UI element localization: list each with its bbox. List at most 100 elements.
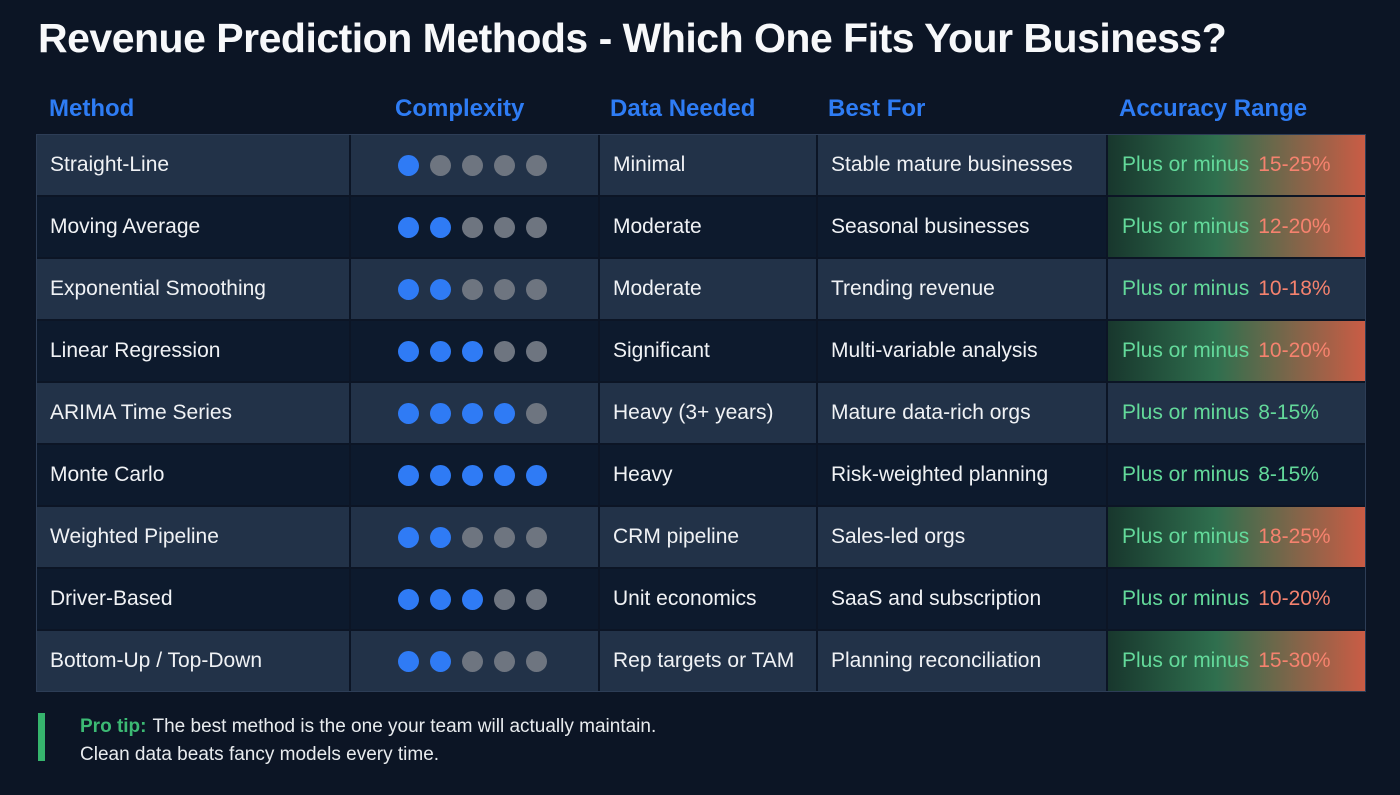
- data-needed-cell: Heavy: [598, 445, 816, 505]
- complexity-dot: [526, 216, 547, 238]
- complexity-dot: [462, 526, 483, 548]
- complexity-dot: [526, 526, 547, 548]
- accuracy-cell: Plus or minus 8-15%: [1106, 445, 1365, 505]
- complexity-dot: [398, 340, 419, 362]
- pro-tip-footer: Pro tip: The best method is the one your …: [38, 713, 1400, 769]
- table-row: Moving Average Moderate Seasonal busines…: [37, 195, 1365, 257]
- complexity-dots: [349, 631, 598, 691]
- best-for-cell: Planning reconciliation: [816, 631, 1106, 691]
- table-row: Straight-Line Minimal Stable mature busi…: [37, 135, 1365, 195]
- best-for-cell: Mature data-rich orgs: [816, 383, 1106, 443]
- accuracy-value: 10-20%: [1258, 339, 1331, 362]
- accuracy-value: 12-20%: [1258, 215, 1331, 238]
- best-for-cell: Seasonal businesses: [816, 197, 1106, 257]
- page-title: Revenue Prediction Methods - Which One F…: [38, 15, 1227, 61]
- accuracy-value: 10-20%: [1258, 587, 1331, 610]
- best-for-cell: Sales-led orgs: [816, 507, 1106, 567]
- table-row: Monte Carlo Heavy Risk-weighted planning…: [37, 443, 1365, 505]
- data-needed-cell: Moderate: [598, 259, 816, 319]
- complexity-dot: [494, 278, 515, 300]
- complexity-dot: [398, 526, 419, 548]
- column-header-method: Method: [49, 95, 135, 122]
- accuracy-value: 10-18%: [1258, 277, 1331, 300]
- accuracy-cell: Plus or minus 18-25%: [1106, 507, 1365, 567]
- method-cell: Linear Regression: [50, 339, 221, 362]
- accuracy-cell: Plus or minus 10-18%: [1106, 259, 1365, 319]
- complexity-dot: [462, 216, 483, 238]
- complexity-dots: [349, 507, 598, 567]
- comparison-table: Straight-Line Minimal Stable mature busi…: [36, 134, 1366, 692]
- complexity-dot: [526, 402, 547, 424]
- method-cell: ARIMA Time Series: [50, 401, 233, 424]
- complexity-dot: [494, 526, 515, 548]
- complexity-dots: [349, 259, 598, 319]
- accuracy-value: 8-15%: [1258, 401, 1319, 424]
- complexity-dot: [462, 464, 483, 486]
- table-row: Exponential Smoothing Moderate Trending …: [37, 257, 1365, 319]
- tip-line2: Clean data beats fancy models every time…: [80, 744, 440, 765]
- complexity-dot: [494, 216, 515, 238]
- table-row: ARIMA Time Series Heavy (3+ years) Matur…: [37, 381, 1365, 443]
- complexity-dot: [494, 650, 515, 672]
- complexity-dot: [526, 588, 547, 610]
- accuracy-label: Plus or minus: [1122, 215, 1250, 238]
- accuracy-cell: Plus or minus 10-20%: [1106, 321, 1365, 381]
- data-needed-cell: Significant: [598, 321, 816, 381]
- accuracy-cell: Plus or minus 12-20%: [1106, 197, 1365, 257]
- accuracy-label: Plus or minus: [1122, 649, 1250, 672]
- accuracy-cell: Plus or minus 15-25%: [1106, 135, 1365, 195]
- method-cell: Driver-Based: [50, 587, 173, 610]
- data-needed-cell: CRM pipeline: [598, 507, 816, 567]
- tip-text: Pro tip: The best method is the one your …: [80, 713, 656, 769]
- method-cell: Bottom-Up / Top-Down: [50, 649, 263, 672]
- complexity-dot: [430, 216, 451, 238]
- best-for-cell: Trending revenue: [816, 259, 1106, 319]
- complexity-dot: [430, 402, 451, 424]
- complexity-dot: [462, 154, 483, 176]
- tip-line1: The best method is the one your team wil…: [152, 716, 657, 737]
- complexity-dot: [494, 464, 515, 486]
- complexity-dot: [494, 588, 515, 610]
- method-cell: Straight-Line: [50, 153, 170, 176]
- column-header-accuracy-range: Accuracy Range: [1119, 95, 1308, 122]
- complexity-dot: [462, 650, 483, 672]
- accuracy-label: Plus or minus: [1122, 153, 1250, 176]
- accuracy-label: Plus or minus: [1122, 463, 1250, 486]
- complexity-dot: [398, 402, 419, 424]
- complexity-dot: [494, 402, 515, 424]
- complexity-dot: [462, 402, 483, 424]
- complexity-dots: [349, 321, 598, 381]
- complexity-dot: [430, 588, 451, 610]
- column-header-data-needed: Data Needed: [610, 95, 756, 122]
- complexity-dots: [349, 383, 598, 443]
- complexity-dot: [398, 278, 419, 300]
- complexity-dot: [398, 588, 419, 610]
- accuracy-value: 15-25%: [1258, 153, 1331, 176]
- complexity-dot: [430, 526, 451, 548]
- complexity-dots: [349, 445, 598, 505]
- data-needed-cell: Minimal: [598, 135, 816, 195]
- accuracy-label: Plus or minus: [1122, 339, 1250, 362]
- complexity-dot: [462, 278, 483, 300]
- data-needed-cell: Heavy (3+ years): [598, 383, 816, 443]
- complexity-dot: [430, 340, 451, 362]
- tip-label: Pro tip:: [80, 716, 147, 737]
- complexity-dot: [430, 154, 451, 176]
- method-cell: Exponential Smoothing: [50, 277, 266, 300]
- accuracy-value: 8-15%: [1258, 463, 1319, 486]
- accuracy-label: Plus or minus: [1122, 587, 1250, 610]
- table-header-row: Method Complexity Data Needed Best For A…: [36, 93, 1364, 125]
- table-row: Linear Regression Significant Multi-vari…: [37, 319, 1365, 381]
- best-for-cell: SaaS and subscription: [816, 569, 1106, 629]
- column-header-best-for: Best For: [828, 95, 926, 122]
- accuracy-value: 15-30%: [1258, 649, 1331, 672]
- complexity-dot: [462, 588, 483, 610]
- accuracy-label: Plus or minus: [1122, 401, 1250, 424]
- table-row: Bottom-Up / Top-Down Rep targets or TAM …: [37, 629, 1365, 691]
- complexity-dot: [430, 278, 451, 300]
- complexity-dots: [349, 569, 598, 629]
- data-needed-cell: Unit economics: [598, 569, 816, 629]
- data-needed-cell: Rep targets or TAM: [598, 631, 816, 691]
- complexity-dot: [398, 464, 419, 486]
- best-for-cell: Risk-weighted planning: [816, 445, 1106, 505]
